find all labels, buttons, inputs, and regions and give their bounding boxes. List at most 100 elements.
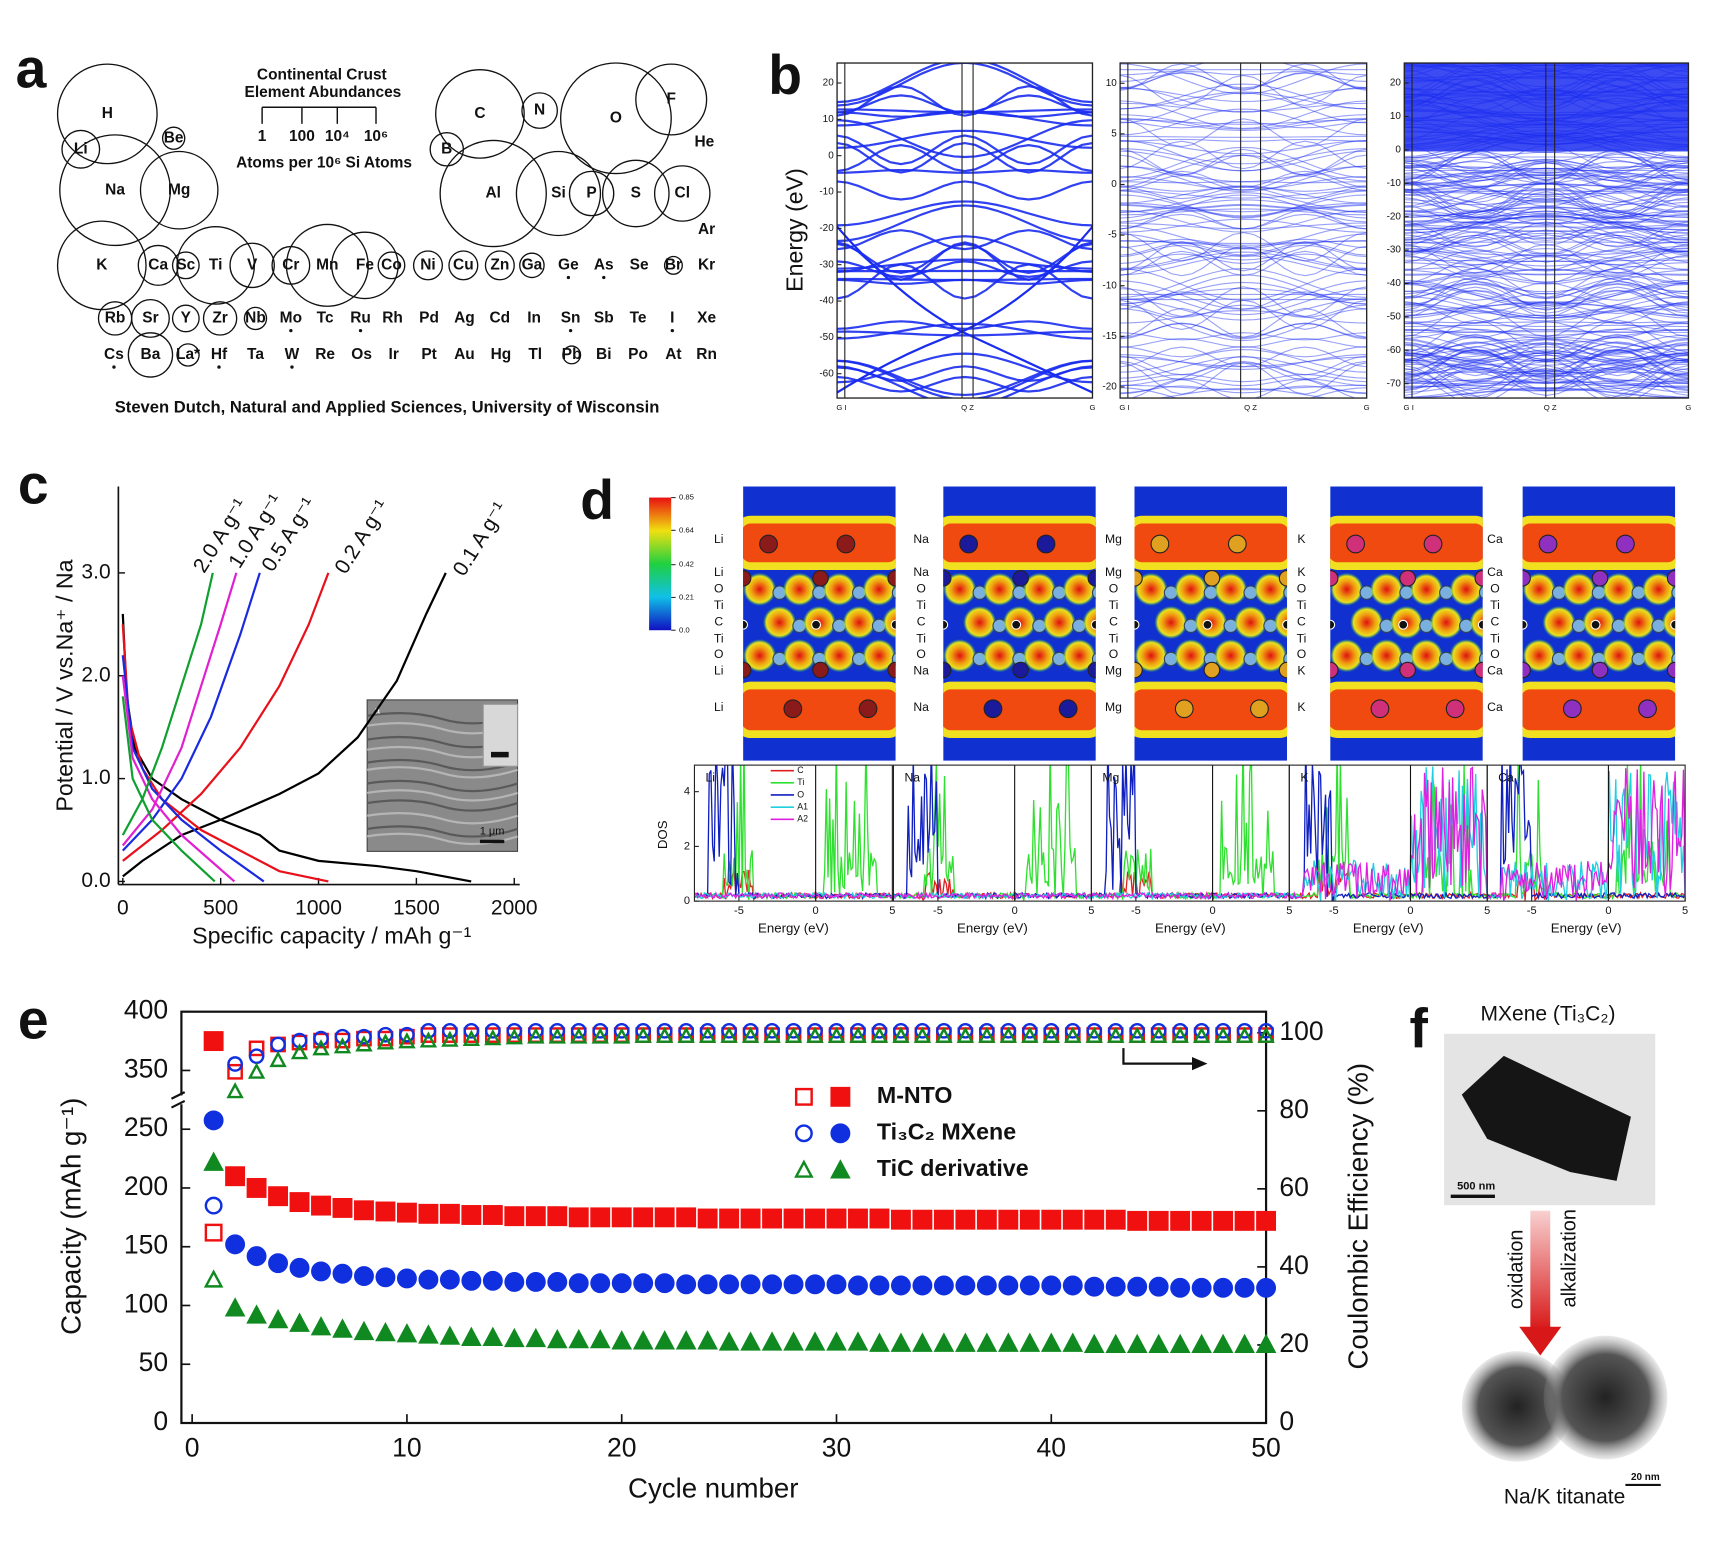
marker (419, 1270, 438, 1289)
y2-tick-label: 0 (1279, 1406, 1294, 1436)
x-tick-label: 30 (822, 1433, 851, 1463)
element-symbol: Ta (247, 346, 264, 363)
element-symbol: Xe (697, 310, 716, 327)
marker (1257, 1211, 1276, 1230)
layer-label: Ti (1297, 631, 1307, 645)
colorbar-label: 0.21 (679, 593, 694, 602)
element-symbol: Cr (282, 256, 299, 273)
layer-label: O (1297, 647, 1306, 661)
element-symbol: Na (105, 181, 125, 198)
element-dot (217, 365, 220, 368)
y-axis-label: Capacity (mAh g⁻¹) (55, 1098, 86, 1335)
element-symbol: Al (485, 185, 500, 202)
legend-label: C (797, 765, 804, 775)
y2-axis-label: Coulombic Efficiency (%) (1342, 1063, 1373, 1370)
inset-scale-label: 1 μm (480, 825, 505, 837)
element-symbol: Rb (105, 310, 126, 327)
element-symbol: Y (181, 310, 192, 327)
element-symbol: Ru (350, 310, 371, 327)
y-tick-label: 2 (684, 840, 690, 852)
dos-panel-label: Mg (1102, 771, 1119, 785)
y-tick-label: -60 (1387, 345, 1402, 356)
y-tick-label: -50 (1387, 312, 1402, 323)
element-symbol: S (631, 185, 641, 202)
colorbar-label: 0.0 (679, 625, 690, 634)
x-tick-label: 1500 (393, 896, 440, 919)
colorbar-label: 0.64 (679, 525, 695, 534)
element-symbol: Mo (280, 310, 302, 327)
y-tick-label: 0 (684, 895, 690, 907)
x-axis-label: Energy (eV) (758, 920, 829, 935)
element-symbol: I (670, 310, 674, 327)
marker (398, 1203, 417, 1222)
marker (1063, 1276, 1082, 1295)
atom (1175, 700, 1193, 718)
marker (892, 1210, 911, 1229)
marker (1235, 1278, 1254, 1297)
step-label: alkalization (1558, 1209, 1580, 1307)
marker (934, 1210, 953, 1229)
marker (612, 1208, 631, 1227)
x-axis-label: Cycle number (628, 1473, 798, 1504)
marker (612, 1274, 631, 1293)
marker (763, 1209, 782, 1228)
marker (977, 1210, 996, 1229)
marker (247, 1179, 266, 1198)
x-tick-label: Q Z (1544, 403, 1557, 412)
x-tick-label: 5 (1682, 905, 1688, 917)
layer-label: Li (714, 663, 723, 677)
element-symbol: N (534, 102, 545, 119)
marker (870, 1276, 889, 1295)
element-symbol: Ca (148, 256, 168, 273)
colorbar (649, 498, 671, 631)
element-symbol: Kr (698, 256, 715, 273)
layer-label: Ti (916, 631, 926, 645)
x-tick-label: 2000 (491, 896, 538, 919)
atom (1228, 535, 1246, 553)
element-symbol: Mg (168, 181, 190, 198)
element-symbol: Bi (596, 346, 611, 363)
layer-label: C (1109, 615, 1118, 629)
x-tick-label: Q Z (1244, 403, 1257, 412)
marker (1128, 1211, 1147, 1230)
element-symbol: Mn (316, 256, 338, 273)
marker (204, 1111, 223, 1130)
marker (376, 1268, 395, 1287)
marker (204, 1032, 223, 1051)
atom (1563, 700, 1581, 718)
marker (698, 1209, 717, 1228)
y-axis-label: Potential / V vs.Na⁺ / Na (52, 559, 78, 811)
y-tick-label: -60 (819, 368, 834, 379)
density-spot (1154, 606, 1187, 639)
element-symbol: Zr (212, 310, 227, 327)
marker (591, 1208, 610, 1227)
element-symbol: K (96, 256, 108, 273)
x-tick-label: 0 (1210, 905, 1216, 917)
element-symbol: Ni (420, 256, 435, 273)
y-tick-label: 250 (124, 1112, 168, 1142)
density-spot (1234, 606, 1267, 639)
y-tick-label: 20 (823, 78, 835, 89)
marker (827, 1275, 846, 1294)
y-tick-label: -20 (819, 223, 834, 234)
element-symbol: Au (454, 346, 475, 363)
x-tick-label: 5 (1484, 905, 1490, 917)
layer-label: O (1490, 647, 1499, 661)
panel-letter: f (1409, 997, 1428, 1059)
marker (290, 1193, 309, 1212)
x-tick-label: 1000 (295, 896, 342, 919)
marker (1149, 1211, 1168, 1230)
atom (1013, 571, 1028, 586)
y-tick-label: 4 (684, 786, 690, 798)
density-spot (1043, 606, 1076, 639)
marker (1106, 1277, 1125, 1296)
element-symbol: Ar (698, 221, 715, 238)
x-tick-label: 5 (1286, 905, 1292, 917)
element-symbol: Ge (558, 256, 579, 273)
x-axis-label: Specific capacity / mAh g⁻¹ (192, 923, 471, 949)
layer-label: Ti (714, 631, 724, 645)
marker (741, 1209, 760, 1228)
y-tick-label: -30 (819, 259, 834, 270)
marker (548, 1207, 567, 1226)
density-spot (843, 606, 876, 639)
